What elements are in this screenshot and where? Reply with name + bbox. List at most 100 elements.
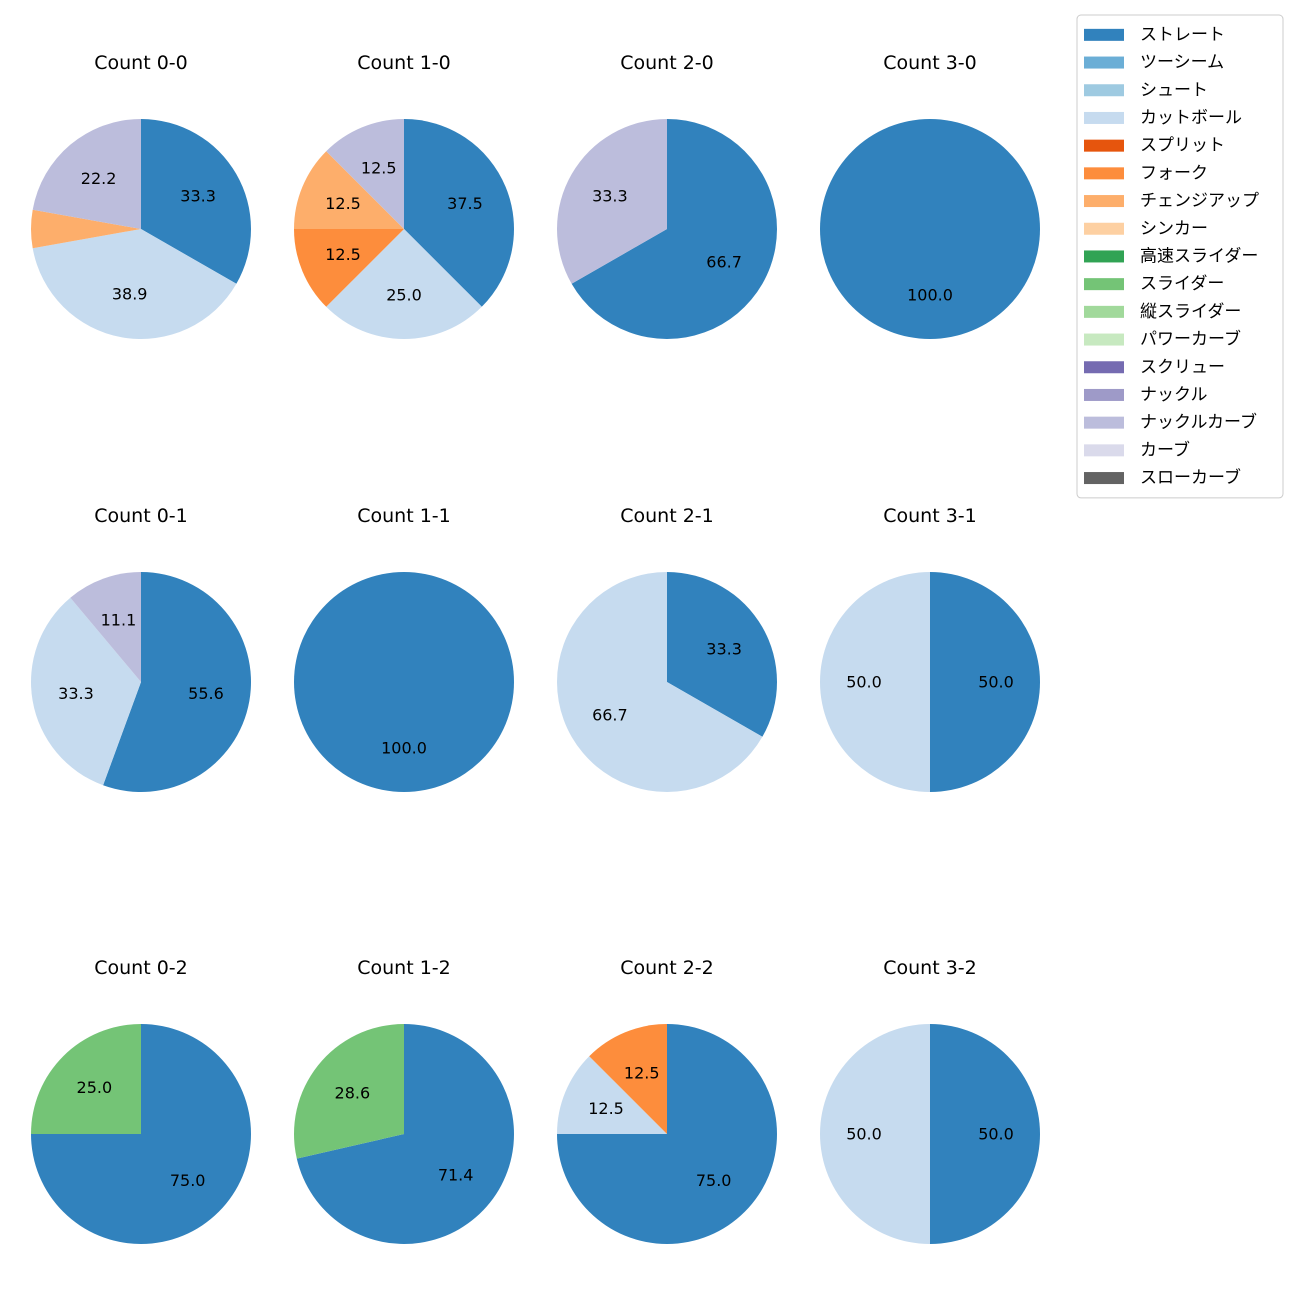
pie-count-1-2-slice-1 bbox=[296, 1024, 514, 1244]
pie-count-1-2-slice-label-1: 71.4 bbox=[438, 1166, 474, 1185]
pie-count-3-1: Count 3-1 50.0 50.0 bbox=[820, 505, 1040, 792]
legend-label-15: ナックルカーブ bbox=[1140, 412, 1257, 433]
pie-count-1-2: Count 1-2 71.4 28.6 bbox=[293, 957, 514, 1244]
legend-label-7: チェンジアップ bbox=[1140, 191, 1259, 211]
pie-count-0-0-slice-label-4: 22.2 bbox=[81, 169, 117, 188]
legend-swatch-9 bbox=[1084, 250, 1124, 263]
pie-count-2-2-slice-3 bbox=[589, 1024, 667, 1134]
legend-label-9: 高速スライダー bbox=[1140, 246, 1258, 266]
pie-count-1-1-slice-1 bbox=[294, 572, 514, 792]
legend-swatch-11 bbox=[1084, 305, 1124, 318]
legend-label-2: ツーシーム bbox=[1140, 53, 1224, 73]
legend-swatch-2 bbox=[1084, 56, 1124, 69]
pie-count-3-0-slice-label-1: 100.0 bbox=[907, 286, 953, 305]
pie-count-2-1-slice-label-1: 33.3 bbox=[706, 639, 742, 658]
pie-count-0-2-slice-label-2: 25.0 bbox=[77, 1078, 113, 1097]
legend-label-13: スクリュー bbox=[1140, 357, 1225, 377]
pie-count-2-1: Count 2-1 33.3 66.7 bbox=[557, 505, 778, 792]
pie-count-1-0-slice-3 bbox=[294, 229, 404, 307]
legend-swatch-7 bbox=[1084, 195, 1124, 208]
pie-count-0-0-slice-3 bbox=[31, 209, 141, 249]
pie-count-3-2-slice-label-1: 50.0 bbox=[978, 1125, 1014, 1144]
legend-swatch-12 bbox=[1084, 333, 1124, 346]
pie-count-2-1-slice-2 bbox=[557, 572, 763, 792]
legend: ストレートツーシームシュートカットボールスプリットフォークチェンジアップシンカー… bbox=[1076, 14, 1284, 499]
pie-count-3-0-title: Count 3-0 bbox=[883, 52, 977, 74]
pie-count-1-2-title: Count 1-2 bbox=[357, 957, 451, 979]
pie-count-0-1-slice-3 bbox=[70, 572, 141, 682]
legend-swatch-8 bbox=[1084, 222, 1124, 235]
pie-count-0-1-slice-label-3: 11.1 bbox=[101, 610, 137, 629]
legend-swatch-14 bbox=[1084, 388, 1124, 401]
pie-count-0-0-title: Count 0-0 bbox=[94, 52, 188, 74]
pie-count-0-1: Count 0-1 55.6 33.3 11.1 bbox=[31, 505, 252, 792]
pie-count-2-2-slice-label-3: 12.5 bbox=[624, 1064, 660, 1083]
pie-count-2-0-slice-2 bbox=[556, 119, 667, 284]
pie-count-1-2-slice-2 bbox=[293, 1023, 404, 1159]
pie-count-2-1-title: Count 2-1 bbox=[620, 505, 714, 527]
pie-count-0-2-slice-label-1: 75.0 bbox=[170, 1171, 206, 1190]
pie-count-2-0: Count 2-0 66.7 33.3 bbox=[556, 52, 777, 339]
legend-swatch-3 bbox=[1084, 84, 1124, 97]
legend-label-1: ストレート bbox=[1140, 25, 1225, 45]
legend-swatch-16 bbox=[1084, 444, 1124, 457]
pie-count-3-0-slice-1 bbox=[820, 119, 1040, 339]
legend-label-3: シュート bbox=[1140, 80, 1208, 100]
pie-count-2-1-slice-1 bbox=[667, 572, 778, 737]
pie-count-3-2-title: Count 3-2 bbox=[883, 957, 977, 979]
legend-label-12: パワーカーブ bbox=[1140, 329, 1241, 350]
pie-count-0-2: Count 0-2 75.0 25.0 bbox=[31, 957, 251, 1244]
pie-count-3-1-slice-label-1: 50.0 bbox=[978, 673, 1014, 692]
legend-swatch-6 bbox=[1084, 167, 1124, 180]
legend-label-5: スプリット bbox=[1140, 136, 1225, 156]
pies-layer: Count 0-0 33.3 38.9 22.2 Count 1-0 37.5 25.0 12… bbox=[31, 52, 1040, 1244]
pie-count-2-0-slice-label-2: 33.3 bbox=[592, 186, 628, 205]
pie-count-0-0-slice-1 bbox=[141, 119, 252, 284]
legend-swatch-13 bbox=[1084, 361, 1124, 374]
pie-count-1-0-slice-label-5: 12.5 bbox=[361, 159, 397, 178]
legend-label-16: カーブ bbox=[1140, 439, 1190, 460]
pie-count-1-0-slice-4 bbox=[294, 151, 404, 229]
pie-count-0-1-slice-1 bbox=[103, 572, 252, 792]
pie-count-1-0-slice-5 bbox=[326, 119, 404, 229]
pie-count-0-0-slice-label-1: 33.3 bbox=[180, 186, 216, 205]
legend-label-10: スライダー bbox=[1140, 274, 1224, 294]
pie-count-0-2-slice-2 bbox=[31, 1024, 141, 1134]
legend-swatch-17 bbox=[1084, 472, 1124, 485]
pie-count-3-1-slice-label-2: 50.0 bbox=[846, 673, 882, 692]
legend-label-6: フォーク bbox=[1140, 163, 1208, 183]
pie-count-1-2-slice-label-2: 28.6 bbox=[335, 1083, 371, 1102]
legend-swatch-5 bbox=[1084, 139, 1124, 152]
pie-count-1-0-slice-label-3: 12.5 bbox=[325, 245, 361, 264]
pie-count-1-1-slice-label-1: 100.0 bbox=[381, 739, 427, 758]
pie-count-0-2-title: Count 0-2 bbox=[94, 957, 188, 979]
pie-count-3-2-slice-label-2: 50.0 bbox=[846, 1125, 882, 1144]
pie-count-2-2-slice-label-2: 12.5 bbox=[588, 1099, 624, 1118]
pie-count-3-2: Count 3-2 50.0 50.0 bbox=[820, 957, 1040, 1244]
pie-count-2-0-slice-label-1: 66.7 bbox=[706, 253, 742, 272]
pie-count-2-2-title: Count 2-2 bbox=[620, 957, 714, 979]
pie-count-3-2-slice-2 bbox=[820, 1024, 930, 1244]
legend-swatch-1 bbox=[1084, 28, 1124, 41]
pie-count-0-1-title: Count 0-1 bbox=[94, 505, 188, 527]
legend-swatch-10 bbox=[1084, 278, 1124, 291]
pie-count-1-0-slice-2 bbox=[326, 229, 482, 339]
legend-swatch-4 bbox=[1084, 111, 1124, 124]
pie-count-1-1-title: Count 1-1 bbox=[357, 505, 451, 527]
legend-swatch-15 bbox=[1084, 416, 1124, 429]
pie-count-2-1-slice-label-2: 66.7 bbox=[592, 706, 628, 725]
pie-count-0-1-slice-2 bbox=[31, 597, 141, 786]
pie-count-2-2-slice-label-1: 75.0 bbox=[696, 1171, 732, 1190]
pie-count-0-0-slice-4 bbox=[32, 119, 142, 229]
pie-count-1-0-title: Count 1-0 bbox=[357, 52, 451, 74]
pie-count-3-1-title: Count 3-1 bbox=[883, 505, 977, 527]
pie-count-0-1-slice-label-2: 33.3 bbox=[58, 684, 94, 703]
pie-count-1-0-slice-label-2: 25.0 bbox=[386, 286, 422, 305]
pie-count-3-1-slice-1 bbox=[930, 572, 1040, 792]
legend-label-14: ナックル bbox=[1140, 385, 1208, 405]
pie-count-1-1: Count 1-1 100.0 bbox=[294, 505, 514, 792]
pie-count-2-2: Count 2-2 75.0 12.512.5 bbox=[557, 957, 777, 1244]
pie-count-3-2-slice-1 bbox=[930, 1024, 1040, 1244]
legend-label-4: カットボール bbox=[1140, 108, 1242, 128]
